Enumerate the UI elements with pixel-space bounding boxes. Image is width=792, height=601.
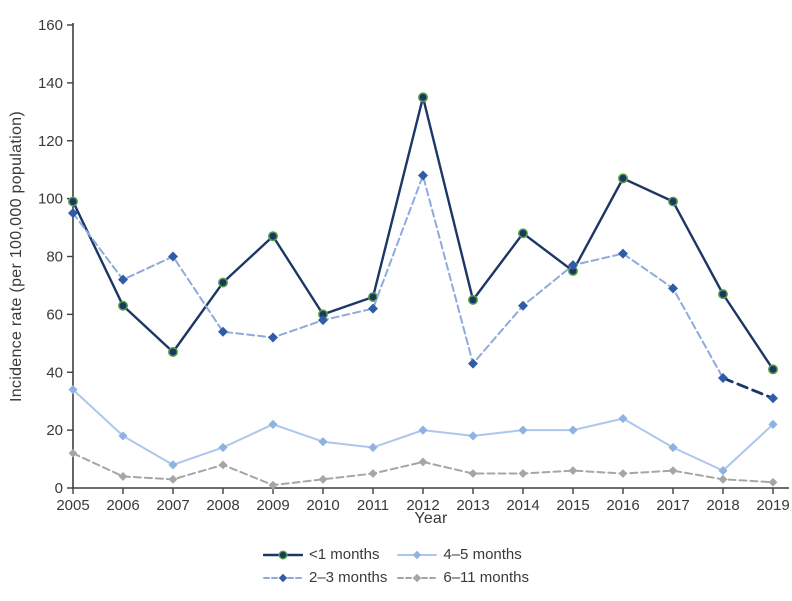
x-tick-label: 2019: [756, 497, 789, 514]
x-tick-label: 2018: [706, 497, 739, 514]
x-tick-label: 2008: [206, 497, 239, 514]
x-tick-label: 2016: [606, 497, 639, 514]
series-3: [68, 448, 778, 490]
y-tick-label: 160: [38, 17, 63, 34]
x-axis-ticks: 2005 2006 2007 2008 2009 2010 2011 2012 2013 2014…: [56, 488, 790, 514]
x-tick-label: 2010: [306, 497, 339, 514]
legend-item-lt1-months: <1 months: [262, 546, 387, 563]
y-tick-label: 0: [55, 480, 63, 497]
series-0: [68, 92, 778, 375]
y-tick-label: 40: [46, 364, 63, 381]
legend-line-sample-4-5-months: [397, 550, 438, 559]
x-tick-label: 2011: [357, 497, 389, 514]
legend-line-sample-lt1-months: [262, 549, 303, 559]
x-tick-label: 2017: [656, 497, 689, 514]
y-tick-label: 140: [38, 75, 63, 92]
axes: [72, 23, 789, 489]
x-tick-label: 2006: [106, 497, 139, 514]
x-tick-label: 2012: [406, 497, 439, 514]
legend-item-4-5-months: 4–5 months: [397, 546, 529, 563]
y-tick-label: 60: [46, 306, 63, 323]
x-tick-label: 2013: [456, 497, 489, 514]
y-tick-label: 120: [38, 133, 63, 150]
legend-grid: <1 months 2–3 months 4–5 months 6–11 mon…: [262, 543, 529, 589]
legend-label-2-3-months: 2–3 months: [308, 569, 388, 586]
y-axis-ticks: 0 20 40 60 80 100 120 140 160: [38, 17, 73, 497]
legend: <1 months 2–3 months 4–5 months 6–11 mon…: [0, 543, 792, 589]
series-2: [68, 385, 778, 476]
y-tick-label: 80: [46, 249, 63, 266]
y-tick-label: 20: [46, 422, 63, 439]
legend-label-lt1-months: <1 months: [308, 546, 380, 563]
legend-line-sample-6-11-months: [397, 573, 438, 582]
y-tick-label: 100: [38, 191, 63, 208]
series-1: [68, 170, 778, 404]
x-tick-label: 2009: [256, 497, 289, 514]
legend-item-2-3-months: 2–3 months: [262, 569, 388, 586]
x-tick-label: 2005: [56, 497, 89, 514]
legend-line-sample-2-3-months: [262, 573, 303, 582]
y-axis-title: Incidence rate (per 100,000 population): [8, 110, 25, 402]
x-tick-label: 2015: [556, 497, 589, 514]
x-tick-label: 2014: [506, 497, 539, 514]
legend-label-6-11-months: 6–11 months: [443, 569, 529, 586]
legend-item-6-11-months: 6–11 months: [397, 569, 529, 586]
y-axis-title-wrap: Incidence rate (per 100,000 population): [4, 25, 30, 488]
x-tick-label: 2007: [156, 497, 189, 514]
x-axis-title: Year: [414, 510, 448, 527]
legend-label-4-5-months: 4–5 months: [443, 546, 522, 563]
